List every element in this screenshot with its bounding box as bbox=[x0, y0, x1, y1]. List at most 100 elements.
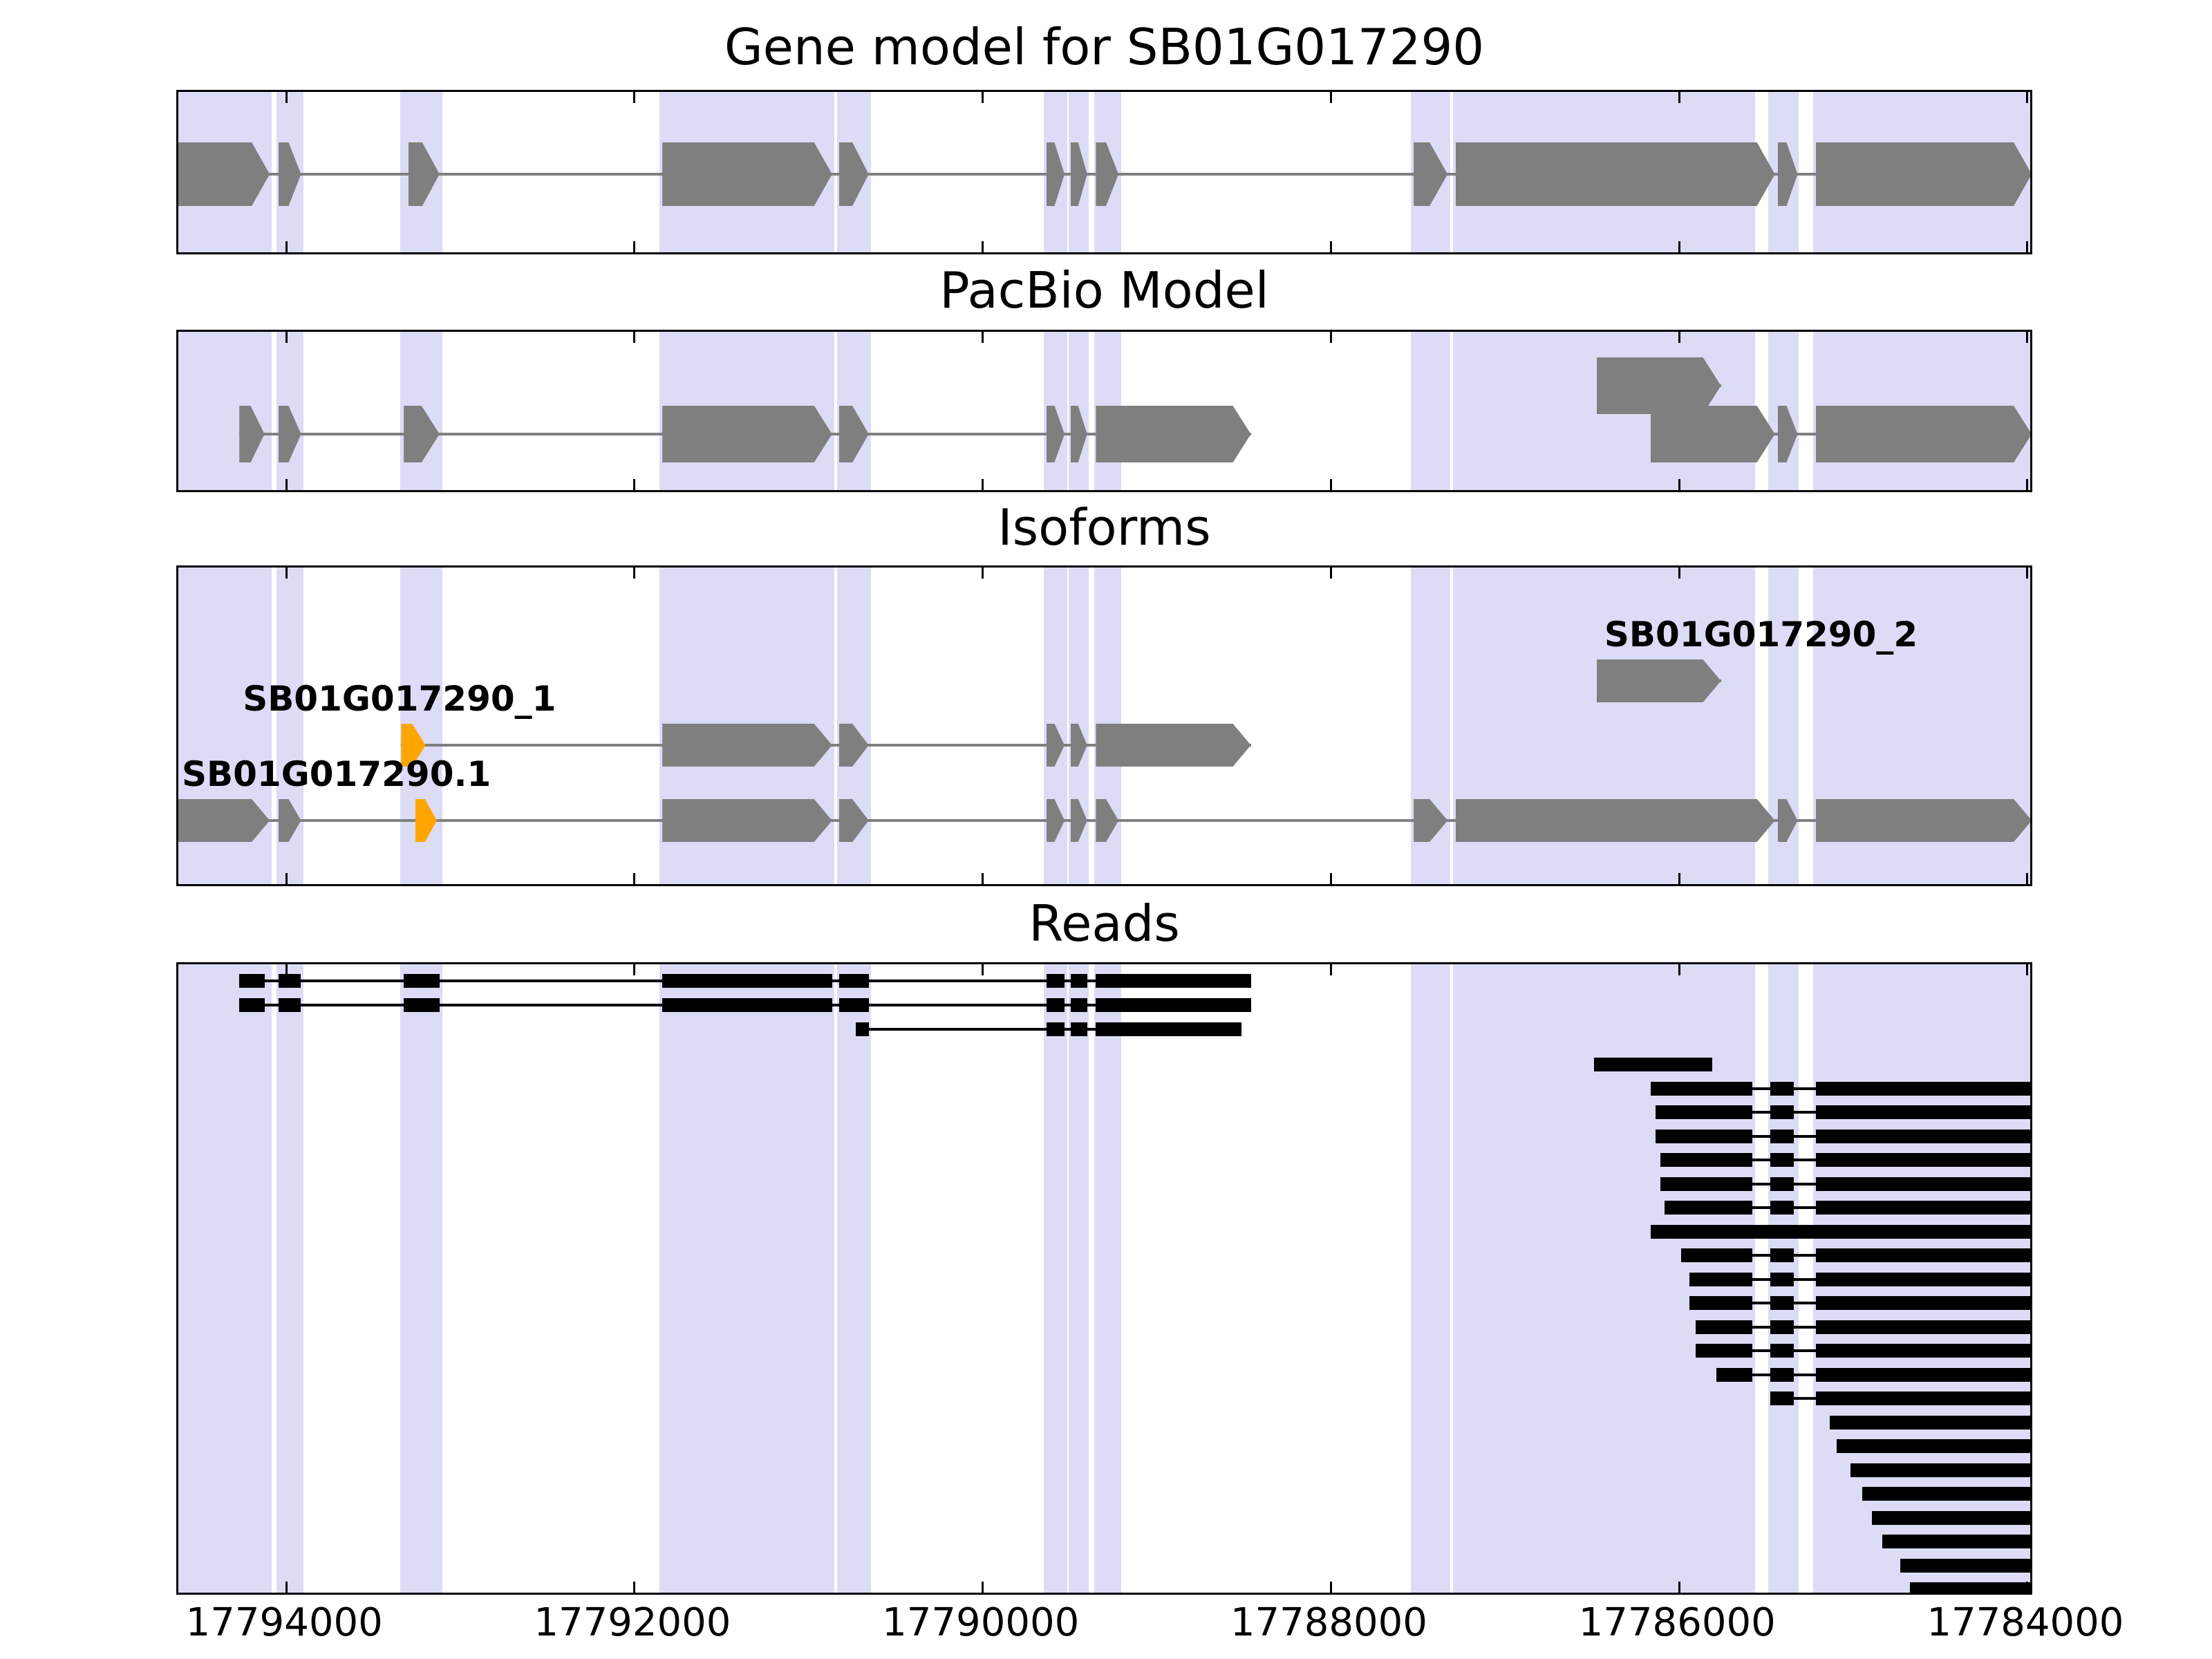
axis-tick-mark bbox=[285, 479, 288, 490]
axis-tick-mark bbox=[982, 873, 984, 884]
axis-tick-mark bbox=[285, 873, 288, 884]
x-tick-label: 17794000 bbox=[185, 1600, 383, 1645]
axis-tick-mark bbox=[1329, 964, 1332, 975]
axis-tick-mark bbox=[982, 92, 984, 103]
read-block bbox=[1815, 1153, 2030, 1167]
axis-tick-mark bbox=[1329, 332, 1332, 343]
axis-tick-mark bbox=[633, 241, 636, 252]
read-block bbox=[1070, 998, 1087, 1012]
axis-tick-mark bbox=[1678, 873, 1680, 884]
read-block bbox=[239, 974, 265, 988]
read-block bbox=[1850, 1463, 2030, 1477]
axis-tick-mark bbox=[982, 241, 984, 252]
read-block bbox=[1815, 1296, 2030, 1310]
read-block bbox=[1696, 1320, 1752, 1334]
isoforms-title: Isoforms bbox=[997, 498, 1211, 556]
isoform-label: SB01G017290_2 bbox=[1604, 615, 1918, 655]
axis-tick-mark bbox=[1678, 479, 1680, 490]
read-block bbox=[278, 974, 301, 988]
read-block bbox=[838, 998, 869, 1012]
axis-tick-mark bbox=[982, 1582, 984, 1593]
read-block bbox=[1882, 1535, 2030, 1548]
axis-tick-mark bbox=[285, 1582, 288, 1593]
axis-tick-mark bbox=[633, 479, 636, 490]
exon-highlight-band bbox=[276, 964, 304, 1593]
exon bbox=[1815, 406, 2030, 462]
exon bbox=[1096, 724, 1251, 767]
read-block bbox=[1815, 1177, 2030, 1191]
axis-tick-mark bbox=[633, 964, 636, 975]
axis-tick-mark bbox=[982, 964, 984, 975]
read-block bbox=[1815, 1248, 2030, 1262]
read-block bbox=[1770, 1177, 1794, 1191]
exon-highlight-band bbox=[178, 964, 272, 1593]
read-block bbox=[1770, 1296, 1794, 1310]
read-block bbox=[1770, 1129, 1794, 1143]
read-block bbox=[1815, 1367, 2030, 1382]
axis-tick-mark bbox=[2026, 873, 2029, 884]
read-block bbox=[1096, 1022, 1241, 1036]
read-block bbox=[1046, 974, 1065, 988]
exon bbox=[178, 142, 270, 206]
read-block bbox=[1815, 1391, 2030, 1405]
pacbio-title: PacBio Model bbox=[939, 261, 1269, 319]
read-block bbox=[1815, 1344, 2030, 1358]
axis-tick-mark bbox=[1678, 568, 1680, 579]
exon bbox=[1096, 406, 1251, 462]
read-block bbox=[1909, 1582, 2030, 1593]
axis-tick-mark bbox=[285, 332, 288, 343]
exon-highlight-band bbox=[1411, 964, 1450, 1593]
x-tick-label: 17790000 bbox=[882, 1600, 1080, 1645]
axis-tick-mark bbox=[1329, 479, 1332, 490]
axis-tick-mark bbox=[633, 873, 636, 884]
read-block bbox=[1689, 1272, 1752, 1286]
x-tick-label: 17784000 bbox=[1927, 1600, 2124, 1645]
read-block bbox=[1815, 1201, 2030, 1215]
exon bbox=[178, 799, 270, 842]
axis-tick-mark bbox=[1678, 964, 1680, 975]
read-block bbox=[1664, 1201, 1752, 1215]
axis-tick-mark bbox=[633, 332, 636, 343]
exon-highlight-band bbox=[837, 964, 872, 1593]
axis-tick-mark bbox=[1678, 1582, 1680, 1593]
axis-tick-mark bbox=[633, 1582, 636, 1593]
axis-tick-mark bbox=[285, 241, 288, 252]
pacbio-panel bbox=[176, 330, 2032, 492]
exon-highlight-band bbox=[659, 964, 835, 1593]
exon bbox=[662, 799, 832, 842]
axis-tick-mark bbox=[1678, 332, 1680, 343]
axis-tick-mark bbox=[982, 332, 984, 343]
axis-tick-mark bbox=[2026, 568, 2029, 579]
read-block bbox=[1070, 1022, 1087, 1036]
read-block bbox=[1650, 1081, 1752, 1096]
read-block bbox=[1716, 1367, 1752, 1382]
exon bbox=[1815, 142, 2030, 206]
axis-tick-mark bbox=[2026, 92, 2029, 103]
axis-tick-mark bbox=[2026, 479, 2029, 490]
axis-tick-mark bbox=[1678, 92, 1680, 103]
axis-tick-mark bbox=[2026, 332, 2029, 343]
read-block bbox=[1770, 1391, 1794, 1405]
read-block bbox=[1770, 1153, 1794, 1167]
read-block bbox=[1862, 1487, 2030, 1501]
exon bbox=[1596, 357, 1721, 414]
axis-tick-mark bbox=[1329, 241, 1332, 252]
reads-title: Reads bbox=[1029, 894, 1180, 953]
read-block bbox=[1770, 1367, 1794, 1382]
read-block bbox=[1046, 998, 1065, 1012]
read-block bbox=[1656, 1129, 1752, 1143]
read-block bbox=[838, 974, 869, 988]
axis-tick-mark bbox=[2026, 241, 2029, 252]
exon-highlight-band bbox=[400, 964, 442, 1593]
axis-tick-mark bbox=[982, 479, 984, 490]
read-block bbox=[1696, 1344, 1752, 1358]
x-tick-label: 17786000 bbox=[1578, 1600, 1776, 1645]
read-block bbox=[855, 1022, 869, 1036]
x-tick-label: 17788000 bbox=[1230, 1600, 1427, 1645]
reads-panel bbox=[176, 962, 2032, 1595]
read-block bbox=[1770, 1248, 1794, 1262]
read-block bbox=[1770, 1105, 1794, 1119]
axis-tick-mark bbox=[1329, 568, 1332, 579]
isoforms-panel: SB01G017290_2 SB01G017290_1 SB01G017290.1 bbox=[176, 565, 2032, 886]
